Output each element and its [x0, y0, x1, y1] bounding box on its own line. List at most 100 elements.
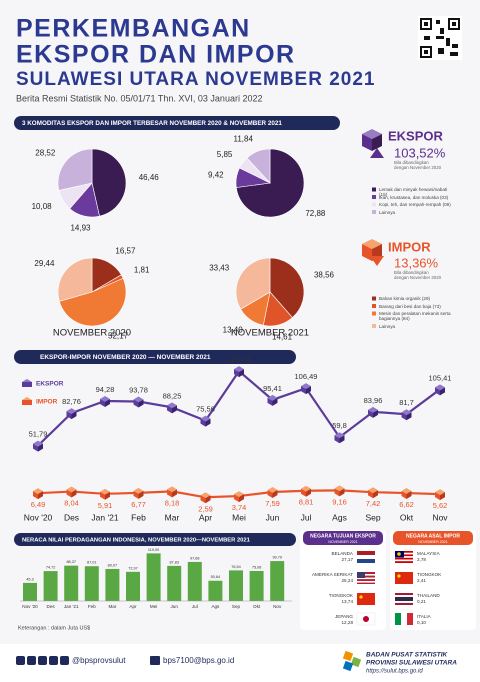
- marker-face: [105, 491, 110, 500]
- country-value: 27,17: [342, 557, 354, 562]
- bar: [126, 571, 140, 601]
- marker-face: [435, 387, 440, 396]
- x-tick-label: Jun: [170, 604, 178, 609]
- point-marker: [167, 486, 177, 498]
- data-label: 81,7: [399, 398, 414, 407]
- point-marker: [267, 394, 278, 406]
- data-label: 88,37: [66, 560, 76, 564]
- marker-face: [167, 489, 172, 498]
- bar: [229, 570, 243, 601]
- pie-label: 14,61: [272, 333, 293, 342]
- legend-swatch: [372, 304, 376, 308]
- section-title: 3 KOMODITAS EKSPOR DAN IMPOR TERBESAR NO…: [22, 120, 282, 127]
- marker-face: [401, 412, 407, 421]
- pie-label: 11,84: [233, 134, 253, 143]
- country-name: MALAYSIA: [417, 551, 441, 556]
- data-label: 76,54: [231, 565, 241, 569]
- point-marker: [66, 408, 77, 420]
- point-marker: [100, 396, 110, 408]
- legend-label: Ikan, krustasea, dan moluska (03): [379, 194, 449, 200]
- country-name: ITALIA: [417, 614, 432, 619]
- legend-swatch: [372, 296, 376, 301]
- marker-face: [239, 494, 244, 503]
- x-tick-label: Nov '20: [24, 512, 53, 522]
- flag-italy: [395, 613, 413, 625]
- x-tick-label: Jun: [266, 512, 280, 522]
- flag-china: [357, 593, 375, 605]
- bar: [84, 566, 99, 601]
- x-tick-label: Jul: [301, 512, 312, 522]
- data-label: 50,64: [211, 575, 221, 579]
- marker-face: [339, 435, 345, 444]
- bps-logo: [342, 650, 362, 672]
- marker-face: [234, 369, 239, 378]
- trend-arrow: [370, 148, 384, 158]
- marker-face: [133, 399, 139, 408]
- legend-label: Lainnya: [379, 323, 396, 329]
- period-label: NOVEMBER 2020: [53, 328, 131, 339]
- pie-label: 9,42: [208, 170, 224, 179]
- marker-face: [239, 369, 244, 378]
- flag-thailand: [395, 593, 413, 605]
- point-marker: [401, 488, 412, 500]
- marker-face: [334, 435, 340, 444]
- data-label: 2,59: [198, 504, 213, 513]
- marker-face: [272, 490, 278, 499]
- data-label: 75,56: [196, 405, 215, 414]
- pie-label: 72,88: [305, 209, 326, 218]
- point-marker: [301, 383, 311, 395]
- country-name: JEPANG: [335, 614, 353, 619]
- point-marker: [435, 384, 445, 396]
- bar: [249, 570, 264, 601]
- data-label: 5,62: [433, 501, 448, 510]
- marker-face: [138, 490, 144, 499]
- pie-label: 10,08: [32, 202, 53, 211]
- data-label: 105,41: [429, 373, 452, 382]
- marker-face: [66, 411, 72, 420]
- social-icons: [16, 656, 160, 665]
- data-label: 87,83: [169, 560, 179, 564]
- flag-usa: [357, 572, 375, 584]
- marker-face: [334, 488, 340, 497]
- country-name: TIONGKOK: [417, 572, 442, 577]
- marker-face: [205, 495, 211, 504]
- series-line: [37, 369, 441, 447]
- summary-change: 103,52%: [394, 145, 446, 160]
- data-label: 82,76: [62, 397, 81, 406]
- section-bar: [14, 116, 340, 130]
- data-label: 94,28: [96, 385, 115, 394]
- legend-label: Mesin dan peralatan mekanis serta bagian…: [379, 311, 451, 322]
- marker-face: [373, 490, 378, 499]
- x-tick-label: Des: [47, 604, 56, 609]
- data-label: 87,01: [87, 561, 97, 565]
- flag-malaysia: [395, 551, 413, 563]
- point-marker: [100, 488, 110, 500]
- trend-arrow: [370, 256, 384, 266]
- x-tick-label: Mar: [165, 512, 180, 522]
- title-line: SULAWESI UTARA NOVEMBER 2021: [16, 69, 376, 90]
- cube-icon: [362, 129, 382, 151]
- data-label: 93,78: [129, 386, 148, 395]
- data-label: 9,16: [332, 497, 347, 506]
- x-tick-label: Sep: [232, 604, 241, 609]
- x-tick-label: Ags: [332, 512, 347, 522]
- point-marker: [234, 491, 244, 503]
- marker-face: [138, 399, 144, 408]
- legend-label: IMPOR: [36, 399, 58, 406]
- footer-social: @bpsprovsulut: [72, 656, 126, 665]
- bar: [187, 561, 202, 601]
- marker-face: [167, 405, 172, 414]
- data-label: 8,18: [165, 498, 180, 507]
- data-label: 99,79: [272, 556, 282, 560]
- point-marker: [334, 432, 345, 444]
- summary-label: IMPOR: [388, 239, 431, 254]
- marker-face: [71, 489, 77, 498]
- data-label: 75,08: [252, 565, 262, 569]
- x-tick-label: Nov '20: [22, 604, 38, 609]
- legend-swatch: [372, 324, 376, 328]
- point-marker: [33, 440, 43, 452]
- country-name: AMERIKA SERIKAT: [312, 572, 353, 577]
- country-value: 12,28: [342, 620, 354, 625]
- pie-label: 28,52: [35, 149, 56, 158]
